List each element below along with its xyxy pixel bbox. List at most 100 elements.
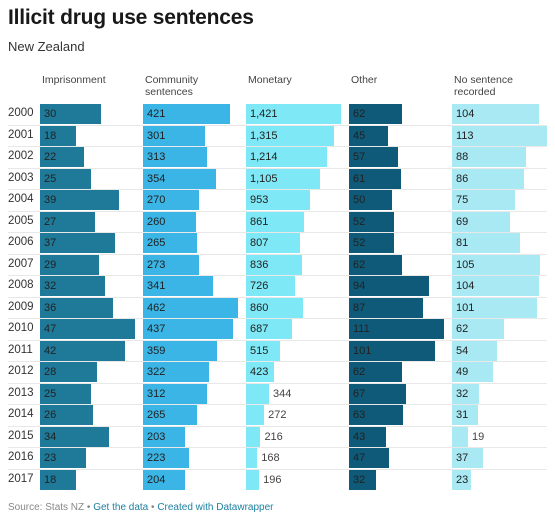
- bar-other: [349, 319, 444, 339]
- bar-community: [143, 426, 185, 447]
- value-label-imprisonment: 47: [44, 323, 57, 335]
- bar-other: [349, 125, 388, 146]
- year-label: 2012: [8, 365, 34, 377]
- cell-community: 341: [143, 276, 238, 296]
- bar-community: [143, 448, 189, 468]
- cell-other: 52: [349, 211, 444, 232]
- cell-monetary: 272: [246, 405, 341, 425]
- value-label-no_sentence: 81: [456, 237, 469, 249]
- value-label-monetary: 807: [250, 237, 269, 249]
- bar-no_sentence: [452, 190, 516, 210]
- year-label: 2004: [8, 193, 34, 205]
- value-label-community: 462: [147, 301, 166, 314]
- bar-no_sentence: [452, 469, 472, 490]
- bar-other: [349, 211, 394, 232]
- bar-imprisonment: [40, 362, 97, 382]
- value-label-monetary: 1,315: [250, 129, 278, 142]
- cell-other: 32: [349, 469, 444, 490]
- row-divider: [8, 425, 547, 427]
- bar-monetary: [246, 190, 310, 210]
- bar-monetary: [246, 125, 334, 146]
- bar-no_sentence: [452, 319, 505, 339]
- value-label-community: 204: [147, 473, 166, 486]
- cell-community: 273: [143, 254, 238, 275]
- cell-other: 47: [349, 448, 444, 468]
- cell-community: 437: [143, 319, 238, 339]
- value-label-no_sentence: 31: [456, 409, 469, 421]
- cell-monetary: 423: [246, 362, 341, 382]
- cell-no_sentence: 62: [452, 319, 547, 339]
- cell-no_sentence: 104: [452, 276, 547, 296]
- cell-imprisonment: 26: [40, 405, 135, 425]
- cell-community: 354: [143, 168, 238, 189]
- cell-other: 52: [349, 233, 444, 253]
- cell-community: 204: [143, 469, 238, 490]
- value-label-no_sentence: 75: [456, 194, 469, 206]
- value-label-monetary: 836: [250, 258, 269, 271]
- cell-community: 270: [143, 190, 238, 210]
- source-credit: Source: Stats NZ: [8, 502, 85, 513]
- value-label-imprisonment: 25: [44, 387, 57, 400]
- chart-footer: Source: Stats NZ • Get the data • Create…: [8, 502, 273, 513]
- bar-no_sentence: [452, 426, 468, 447]
- bar-other: [349, 168, 402, 189]
- row-divider: [8, 146, 547, 147]
- value-label-monetary: 272: [268, 409, 287, 421]
- year-label: 2014: [8, 408, 34, 420]
- row-divider: [8, 382, 547, 384]
- bar-other: [349, 254, 403, 275]
- value-label-other: 94: [353, 280, 366, 292]
- bar-no_sentence: [452, 448, 484, 468]
- row-divider: [8, 404, 547, 405]
- cell-no_sentence: 49: [452, 362, 547, 382]
- cell-imprisonment: 28: [40, 362, 135, 382]
- cell-imprisonment: 18: [40, 125, 135, 146]
- cell-imprisonment: 30: [40, 104, 135, 124]
- row-divider: [8, 296, 547, 298]
- value-label-monetary: 1,105: [250, 172, 278, 185]
- value-label-no_sentence: 54: [456, 344, 469, 357]
- cell-other: 87: [349, 297, 444, 318]
- bar-imprisonment: [40, 168, 91, 189]
- bar-imprisonment: [40, 426, 109, 447]
- bar-imprisonment: [40, 405, 93, 425]
- value-label-monetary: 726: [250, 280, 269, 292]
- bar-community: [143, 104, 230, 124]
- value-label-imprisonment: 22: [44, 151, 57, 163]
- column-header-imprisonment: Imprisonment: [42, 74, 106, 86]
- cell-no_sentence: 81: [452, 233, 547, 253]
- bar-monetary: [246, 383, 269, 404]
- bar-community: [143, 469, 185, 490]
- bar-imprisonment: [40, 104, 101, 124]
- bar-other: [349, 104, 403, 124]
- bar-no_sentence: [452, 233, 521, 253]
- cell-monetary: 860: [246, 297, 341, 318]
- datawrapper-link[interactable]: Created with Datawrapper: [157, 502, 274, 513]
- value-label-monetary: 687: [250, 323, 269, 335]
- chart-subtitle: New Zealand: [8, 39, 85, 54]
- bar-other: [349, 340, 436, 361]
- bar-monetary: [246, 340, 281, 361]
- cell-other: 94: [349, 276, 444, 296]
- bar-no_sentence: [452, 254, 541, 275]
- cell-other: 62: [349, 104, 444, 124]
- cell-monetary: 726: [246, 276, 341, 296]
- value-label-imprisonment: 32: [44, 280, 57, 292]
- bar-imprisonment: [40, 233, 115, 253]
- value-label-other: 101: [353, 344, 372, 357]
- footer-separator: •: [84, 502, 94, 513]
- cell-imprisonment: 36: [40, 297, 135, 318]
- bar-community: [143, 190, 199, 210]
- value-label-monetary: 168: [261, 452, 280, 464]
- value-label-imprisonment: 18: [44, 129, 57, 142]
- cell-monetary: 196: [246, 469, 341, 490]
- cell-monetary: 687: [246, 319, 341, 339]
- bar-other: [349, 383, 407, 404]
- cell-monetary: 861: [246, 211, 341, 232]
- get-data-link[interactable]: Get the data: [93, 502, 149, 513]
- bar-no_sentence: [452, 405, 479, 425]
- bar-community: [143, 383, 208, 404]
- bar-monetary: [246, 448, 258, 468]
- cell-no_sentence: 32: [452, 383, 547, 404]
- bar-other: [349, 190, 392, 210]
